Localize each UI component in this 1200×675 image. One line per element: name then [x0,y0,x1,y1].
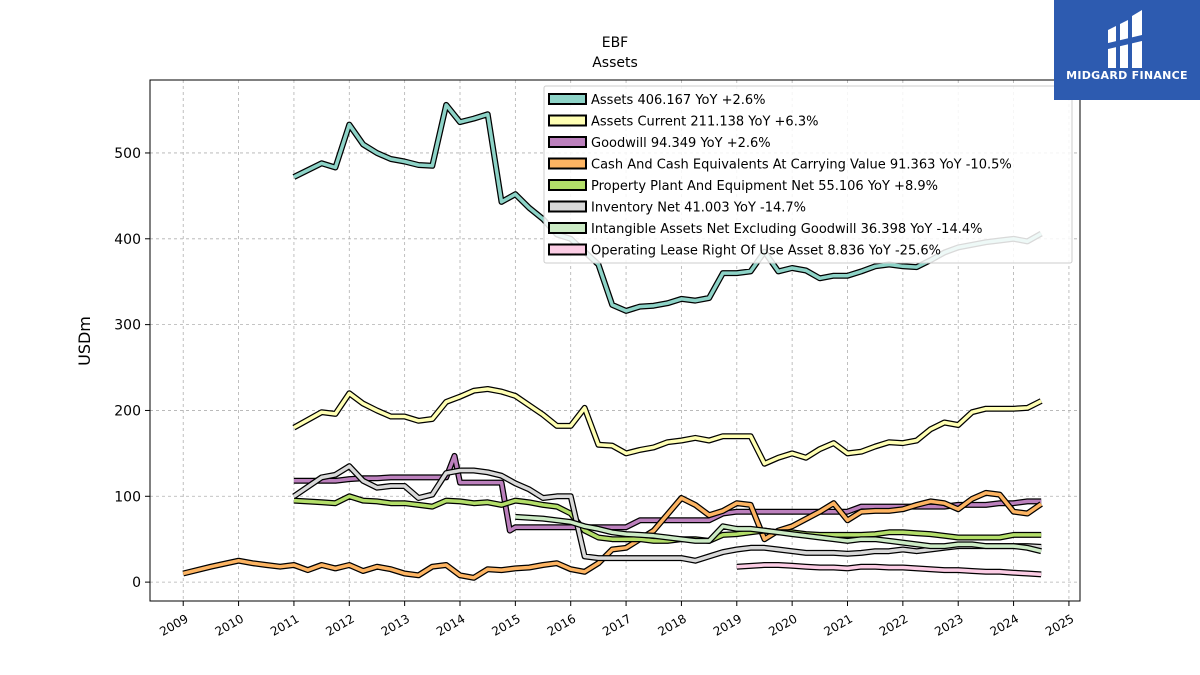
series-line [293,387,1042,466]
y-tick-label: 300 [114,318,141,334]
legend-entry-label: Inventory Net 41.003 YoY -14.7% [591,201,806,216]
y-tick-label: 100 [114,489,141,505]
series-line [292,464,1042,563]
legend-entry-label: Property Plant And Equipment Net 55.106 … [591,179,938,194]
legend-entry-label: Intangible Assets Net Excluding Goodwill… [591,222,982,237]
legend-swatch [548,179,587,191]
series-line [293,103,1043,313]
legend-entry-label: Assets Current 211.138 YoY +6.3% [591,115,818,130]
legend-swatch [548,243,587,256]
chart-subtitle: Assets [592,55,638,71]
y-tick-label: 0 [132,575,141,591]
y-tick-label: 500 [114,146,141,162]
legend-swatch [548,222,587,234]
legend-box [543,85,1073,264]
legend-swatch [548,157,587,170]
legend-swatch [548,114,587,127]
legend: Assets 406.167 YoY +2.6% Assets Current 2… [543,85,1073,264]
plot-frame [149,79,1081,602]
legend-swatch [548,200,587,213]
brand-logo: MIDGARD FINANCE [1054,0,1200,100]
midgard-logo-icon [1104,10,1146,68]
legend-entry-label: Goodwill 94.349 YoY +2.6% [591,136,771,151]
legend-swatch [548,93,587,105]
y-tick-label: 400 [114,232,141,248]
brand-name: MIDGARD FINANCE [1066,69,1188,82]
legend-swatch [548,136,587,148]
y-axis-label: USDm [75,316,94,366]
series-line [515,515,1042,553]
y-axis: 0 100 200 300 400 500 [114,146,150,591]
chart-title: EBF [602,35,629,51]
legend-entry-label: Operating Lease Right Of Use Asset 8.836… [591,244,941,259]
legend-entry-label: Assets 406.167 YoY +2.6% [591,93,766,108]
y-tick-label: 200 [114,403,141,419]
chart-series [182,101,1043,581]
series-line [736,563,1042,577]
legend-entry-label: Cash And Cash Equivalents At Carrying Va… [591,158,1012,173]
